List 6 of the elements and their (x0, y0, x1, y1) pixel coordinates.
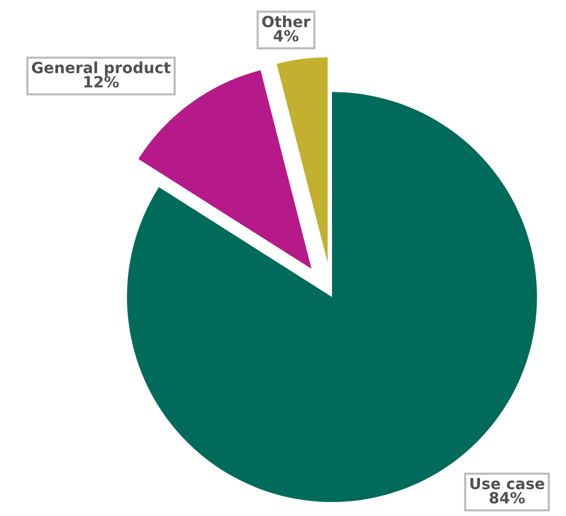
data-label: 12% (84, 76, 119, 88)
data-label: 4% (274, 30, 298, 42)
slice-label: General product (32, 62, 170, 76)
slice-label: Use case (470, 478, 544, 490)
slice-label: Other (262, 16, 310, 28)
data-label: 84% (490, 492, 525, 504)
